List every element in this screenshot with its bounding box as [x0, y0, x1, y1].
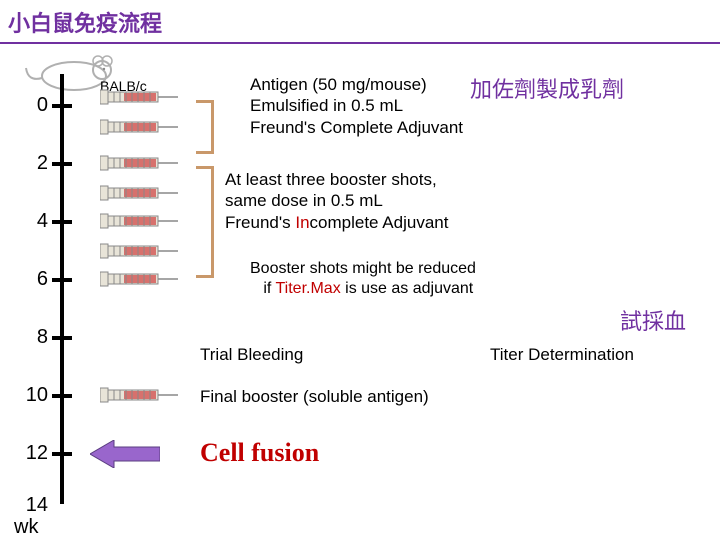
bracket-boosters	[196, 166, 214, 278]
week-label-8: 8	[10, 326, 48, 349]
booster-l3c: complete Adjuvant	[310, 213, 449, 232]
booster-l3b-red: In	[295, 213, 309, 232]
syringe-icon	[100, 116, 190, 138]
titermax-l2b-red: Titer.Max	[276, 280, 341, 297]
syringe-icon	[100, 182, 190, 204]
week-label-14: 14	[10, 494, 48, 517]
tick-10	[52, 394, 72, 398]
titermax-l1: Booster shots might be reduced	[250, 260, 476, 277]
syringe-icon	[100, 268, 190, 290]
syringe-icon	[100, 86, 190, 108]
booster-l1: At least three booster shots,	[225, 170, 437, 189]
syringe-icon	[100, 384, 190, 406]
week-label-12: 12	[10, 442, 48, 465]
week-label-0: 0	[10, 94, 48, 117]
titer-determination-label: Titer Determination	[490, 344, 634, 365]
tick-12	[52, 452, 72, 456]
tick-8	[52, 336, 72, 340]
week-label-10: 10	[10, 384, 48, 407]
page-title: 小白鼠免疫流程	[0, 0, 720, 44]
antigen-l2: Emulsified in 0.5 mL	[250, 96, 403, 115]
syringe-icon	[100, 152, 190, 174]
tick-4	[52, 220, 72, 224]
titermax-text: Booster shots might be reduced if Titer.…	[250, 259, 476, 299]
titermax-l2a: if	[263, 280, 275, 297]
week-label-6: 6	[10, 268, 48, 291]
titermax-l2c: is use as adjuvant	[341, 280, 474, 297]
syringe-icon	[100, 210, 190, 232]
week-unit-label: wk	[14, 516, 38, 539]
antigen-text: Antigen (50 mg/mouse) Emulsified in 0.5 …	[250, 74, 463, 138]
arrow-left-icon	[90, 440, 160, 468]
booster-text: At least three booster shots, same dose …	[225, 169, 448, 233]
tick-2	[52, 162, 72, 166]
bracket-primary	[196, 100, 214, 154]
cell-fusion-label: Cell fusion	[200, 438, 319, 468]
booster-l2: same dose in 0.5 mL	[225, 191, 383, 210]
syringe-icon	[100, 240, 190, 262]
final-booster-label: Final booster (soluble antigen)	[200, 386, 429, 407]
antigen-l1c: g/mouse)	[356, 75, 427, 94]
trial-bleeding-zh: 試採血	[620, 304, 686, 336]
timeline-axis	[60, 74, 64, 504]
antigen-zh-annotation: 加佐劑製成乳劑	[470, 72, 624, 104]
tick-0	[52, 104, 72, 108]
antigen-l1a: Antigen (50	[250, 75, 342, 94]
mu-symbol: m	[342, 75, 356, 94]
trial-bleeding-label: Trial Bleeding	[200, 344, 303, 365]
week-label-2: 2	[10, 152, 48, 175]
week-label-4: 4	[10, 210, 48, 233]
antigen-l3: Freund's Complete Adjuvant	[250, 118, 463, 137]
diagram-area: BALB/c 0 2 4 6 8 10 12 14 wk Antigen (50…	[0, 44, 720, 544]
tick-6	[52, 278, 72, 282]
booster-l3a: Freund's	[225, 213, 295, 232]
